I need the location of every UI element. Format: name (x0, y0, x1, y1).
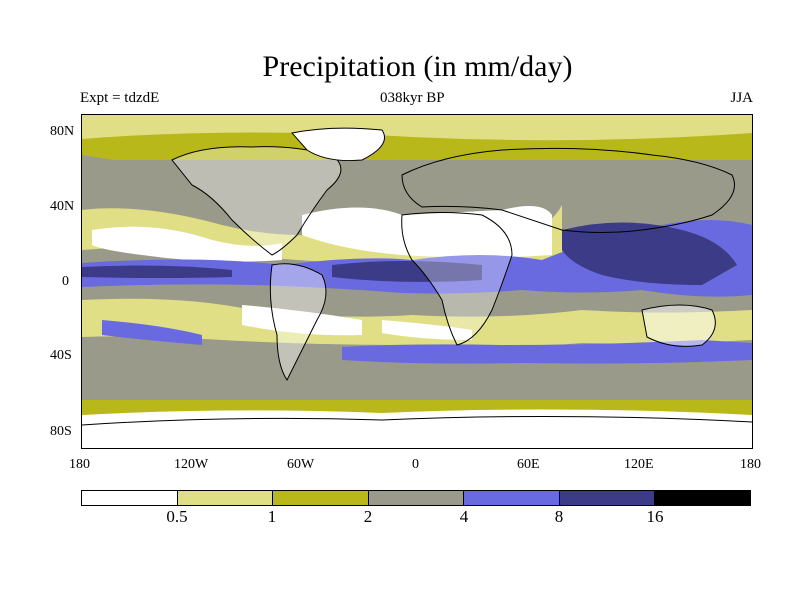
lat-label-80s: 80S (50, 424, 72, 439)
colorbar-label: 1 (267, 507, 277, 526)
itcz-core-atlantic (332, 261, 482, 282)
precipitation-map (81, 114, 753, 449)
arctic-light-band (82, 115, 752, 141)
colorbar-label: 2 (363, 507, 373, 526)
north-pacific-dry (92, 226, 282, 262)
colorbar-label: 16 (646, 507, 664, 526)
colorbar-cell (559, 491, 656, 505)
time-label: 038kyr BP (380, 90, 445, 106)
precipitation-map-svg (82, 115, 752, 448)
experiment-label: Expt = tdzdE (80, 90, 160, 106)
southern-storm-track (342, 340, 752, 364)
colorbar-cell (177, 491, 274, 505)
colorbar-label: 8 (554, 507, 564, 526)
north-storm-track (82, 155, 752, 197)
lat-label-80n: 80N (50, 124, 75, 139)
antarctica (82, 409, 752, 448)
lon-label-60e: 60E (517, 457, 540, 472)
lon-label-180e: 180 (740, 457, 761, 472)
colorbar-label: 4 (459, 507, 469, 526)
colorbar-cell (464, 491, 560, 505)
lat-label-0: 0 (62, 274, 69, 289)
colorbar-cell (368, 491, 465, 505)
lat-label-40s: 40S (50, 348, 72, 363)
coastlines (82, 127, 752, 426)
season-label: JJA (730, 90, 753, 106)
itcz-band (82, 220, 752, 297)
itcz-core-pacific (82, 265, 232, 278)
south-atlantic-dry (382, 320, 472, 340)
colorbar (81, 490, 751, 506)
colorbar-cell (273, 491, 369, 505)
colorbar-label: 0.5 (166, 507, 188, 526)
map-title: Precipitation (in mm/day) (262, 50, 573, 83)
lat-label-40n: 40N (50, 199, 75, 214)
colorbar-cell (82, 491, 178, 505)
lon-label-0: 0 (412, 457, 419, 472)
monsoon-core (562, 222, 737, 285)
lon-label-120w: 120W (174, 457, 209, 472)
south-pacific-wet (102, 320, 202, 345)
lon-label-180w: 180 (69, 457, 90, 472)
colorbar-cell (655, 491, 751, 505)
lon-label-120e: 120E (624, 457, 654, 472)
lon-label-60w: 60W (287, 457, 315, 472)
